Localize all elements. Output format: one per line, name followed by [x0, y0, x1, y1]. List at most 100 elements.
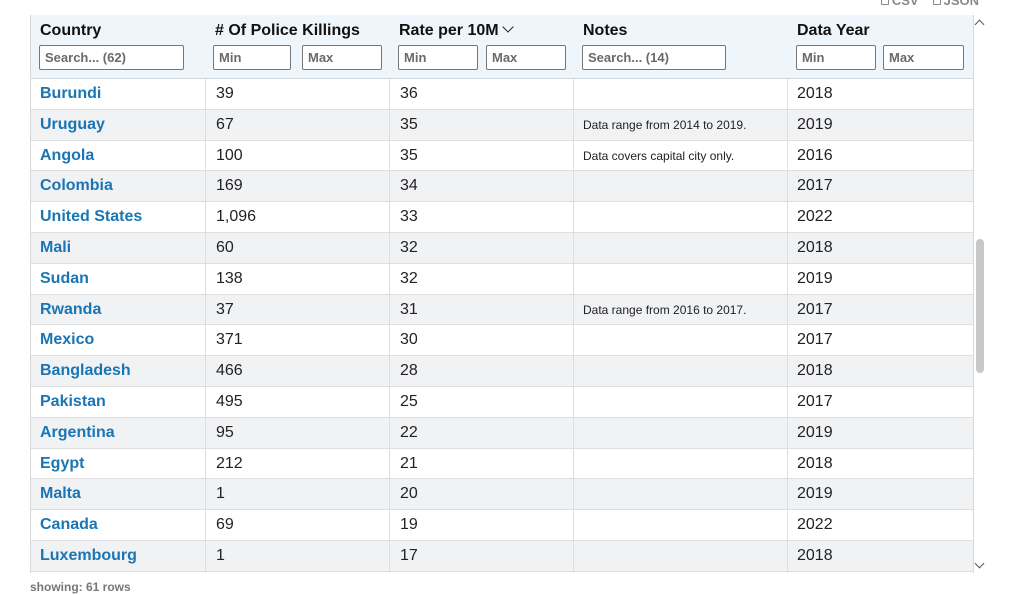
- column-title[interactable]: Data Year: [797, 22, 870, 39]
- country-cell[interactable]: Pakistan: [31, 386, 206, 417]
- vertical-scrollbar[interactable]: [974, 15, 986, 573]
- killings-max-input[interactable]: [302, 45, 382, 70]
- column-header-killings[interactable]: # Of Police Killings: [206, 15, 390, 79]
- column-title[interactable]: # Of Police Killings: [215, 22, 360, 39]
- year-cell: 2018: [797, 454, 833, 472]
- notes-cell: [574, 448, 788, 479]
- column-header-country[interactable]: Country: [31, 15, 206, 79]
- scroll-down-arrow-icon[interactable]: [974, 558, 985, 569]
- country-cell[interactable]: Argentina: [31, 417, 206, 448]
- table-row: Mali 60 32 2018: [31, 232, 973, 264]
- year-cell: 2017: [797, 300, 833, 318]
- killings-min-input[interactable]: [213, 45, 291, 70]
- data-table: Country # Of Police Killings Rate per 10…: [30, 15, 974, 573]
- table-row: Angola 100 35 Data covers capital city only…: [31, 140, 973, 172]
- rate-cell: 33: [390, 202, 574, 233]
- country-cell[interactable]: Sudan: [31, 263, 206, 294]
- table-row: Argentina 95 22 2019: [31, 417, 973, 449]
- table-row: Egypt 212 21 2018: [31, 448, 973, 480]
- country-cell[interactable]: United States: [31, 202, 206, 233]
- rate-cell: [390, 571, 574, 573]
- column-header-year[interactable]: Data Year: [788, 15, 973, 79]
- killings-cell: 466: [206, 356, 390, 387]
- country-cell[interactable]: Colombia: [31, 171, 206, 202]
- country-cell[interactable]: Uruguay: [31, 109, 206, 140]
- country-cell[interactable]: Bangladesh: [31, 356, 206, 387]
- year-min-input[interactable]: [796, 45, 876, 70]
- year-cell: 2022: [797, 516, 833, 534]
- download-icon: [932, 0, 941, 5]
- rate-cell: 19: [390, 510, 574, 541]
- year-cell: 2022: [797, 208, 833, 226]
- year-cell: 2018: [797, 85, 833, 102]
- table-header: Country # Of Police Killings Rate per 10…: [31, 15, 973, 79]
- rate-cell: 28: [390, 356, 574, 387]
- rate-cell: 34: [390, 171, 574, 202]
- rate-cell: 32: [390, 263, 574, 294]
- notes-cell: [574, 510, 788, 541]
- export-links: CSV JSON: [880, 0, 979, 8]
- killings-cell: 69: [206, 510, 390, 541]
- killings-cell: 371: [206, 325, 390, 356]
- rate-min-input[interactable]: [398, 45, 478, 70]
- rate-cell: 32: [390, 232, 574, 263]
- table-row: Sudan 138 32 2019: [31, 263, 973, 295]
- country-cell[interactable]: Canada: [31, 510, 206, 541]
- country-cell[interactable]: Egypt: [31, 448, 206, 479]
- column-header-notes[interactable]: Notes: [574, 15, 788, 79]
- table-row: Uruguay 67 35 Data range from 2014 to 2019.…: [31, 109, 973, 141]
- sort-descending-icon[interactable]: [501, 21, 514, 33]
- rate-cell: 31: [390, 294, 574, 325]
- export-csv-link[interactable]: CSV: [880, 0, 919, 8]
- country-cell[interactable]: Rwanda: [31, 294, 206, 325]
- killings-cell: 1: [206, 540, 390, 571]
- country-search-input[interactable]: [39, 45, 184, 70]
- country-cell[interactable]: Mali: [31, 232, 206, 263]
- notes-cell: [574, 171, 788, 202]
- column-title[interactable]: Country: [40, 22, 102, 39]
- table-row: Luxembourg 1 17 2018: [31, 540, 973, 572]
- export-json-link[interactable]: JSON: [932, 0, 979, 8]
- notes-cell: Data covers capital city only.: [574, 140, 788, 171]
- rate-cell: 20: [390, 479, 574, 510]
- country-cell[interactable]: Luxembourg: [31, 540, 206, 571]
- killings-cell: 60: [206, 232, 390, 263]
- year-max-input[interactable]: [883, 45, 964, 70]
- notes-search-input[interactable]: [582, 45, 726, 70]
- notes-cell: [574, 325, 788, 356]
- table-row: [31, 571, 973, 573]
- notes-cell: [574, 479, 788, 510]
- table-row: Canada 69 19 2022: [31, 510, 973, 541]
- scroll-thumb[interactable]: [976, 239, 984, 373]
- killings-cell: 100: [206, 140, 390, 171]
- notes-cell: [574, 356, 788, 387]
- export-csv-label: CSV: [891, 0, 919, 8]
- year-cell: 2019: [797, 115, 833, 133]
- table-row: Mexico 371 30 2017: [31, 325, 973, 357]
- rate-max-input[interactable]: [486, 45, 566, 70]
- killings-cell: 169: [206, 171, 390, 202]
- table-row: Pakistan 495 25 2017: [31, 386, 973, 418]
- killings-cell: 212: [206, 448, 390, 479]
- country-cell[interactable]: [31, 571, 206, 573]
- column-header-rate[interactable]: Rate per 10M: [390, 15, 574, 79]
- rate-cell: 35: [390, 109, 574, 140]
- notes-cell: Data range from 2016 to 2017.: [574, 294, 788, 325]
- killings-cell: [206, 571, 390, 573]
- year-cell: 2018: [797, 362, 833, 380]
- table-row: Rwanda 37 31 Data range from 2016 to 2017. 2…: [31, 294, 973, 326]
- country-cell[interactable]: Mexico: [31, 325, 206, 356]
- column-title[interactable]: Rate per 10M: [399, 21, 514, 40]
- killings-cell: 37: [206, 294, 390, 325]
- scroll-up-arrow-icon[interactable]: [974, 19, 985, 30]
- year-cell: 2018: [797, 238, 833, 256]
- notes-cell: [574, 571, 788, 573]
- column-title[interactable]: Notes: [583, 22, 628, 39]
- country-cell[interactable]: Angola: [31, 140, 206, 171]
- country-cell[interactable]: Malta: [31, 479, 206, 510]
- row-count-status: showing: 61 rows: [30, 580, 131, 594]
- country-cell[interactable]: Burundi: [31, 79, 206, 109]
- year-cell: 2019: [797, 485, 833, 503]
- notes-cell: Data range from 2014 to 2019.: [574, 109, 788, 140]
- rate-cell: 35: [390, 140, 574, 171]
